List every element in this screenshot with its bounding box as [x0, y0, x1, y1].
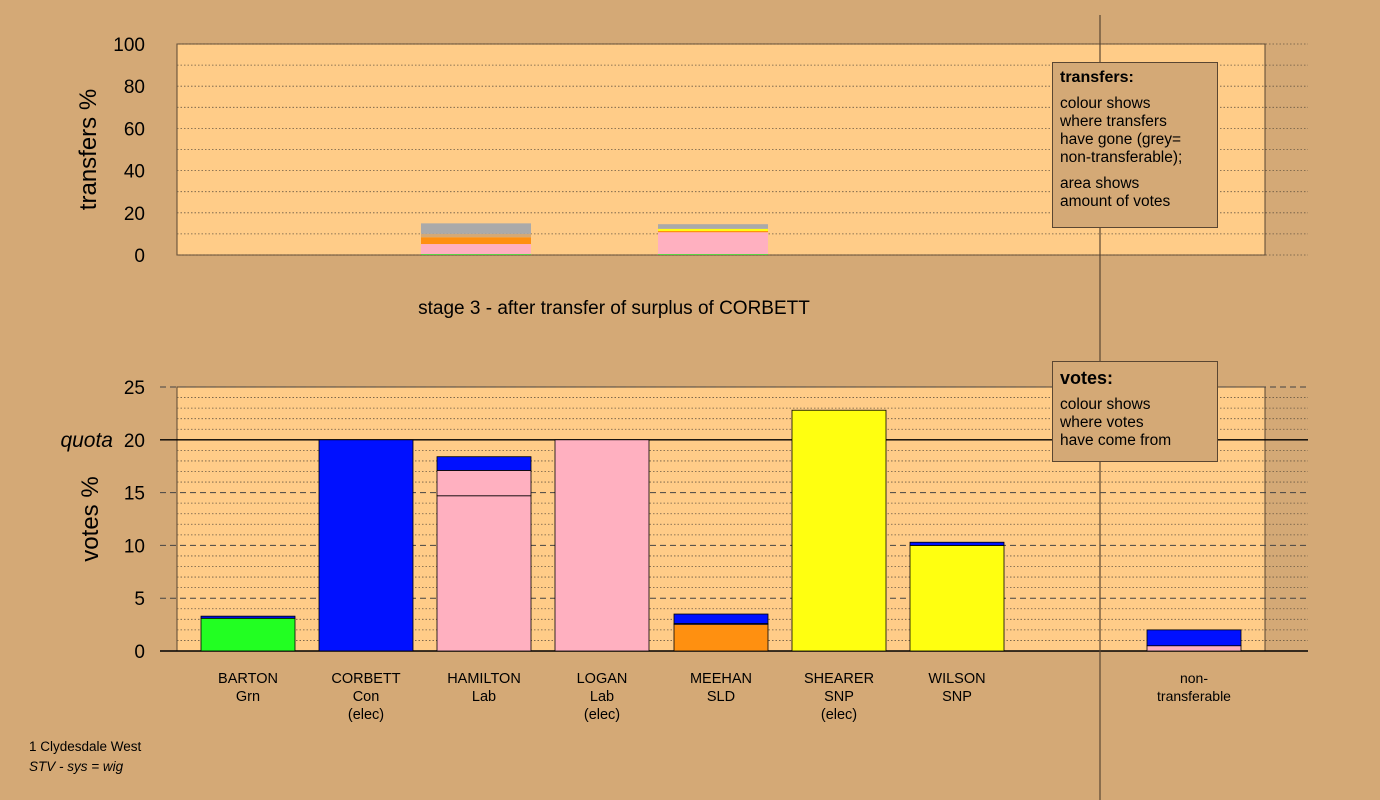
votes-legend: votes: colour shows where votes have com… — [1052, 361, 1218, 462]
votes-bar-segment — [909, 541, 1005, 546]
votes-bar-segment — [673, 613, 769, 624]
votes-bar-segment — [791, 409, 887, 652]
transfers-bar-segment — [658, 254, 768, 255]
votes-bar-segment — [318, 439, 414, 652]
candidate-name-label: SHEARER — [804, 671, 874, 687]
transfers-tick-label: 60 — [124, 119, 145, 140]
votes-tick-label: 10 — [124, 536, 145, 557]
candidate-name-label: CORBETT — [331, 671, 400, 687]
candidate-status-label: (elec) — [348, 707, 384, 723]
transfers-bar-segment — [658, 228, 768, 231]
transfers-axis-label: transfers % — [75, 89, 102, 210]
candidate-name-label: WILSON — [928, 671, 985, 687]
candidate-name-label: non- — [1180, 670, 1208, 686]
quota-label: quota — [60, 429, 113, 452]
transfers-bar-segment — [421, 223, 531, 234]
transfers-tick-label: 80 — [124, 77, 145, 98]
stage-title: stage 3 - after transfer of surplus of C… — [418, 298, 810, 319]
votes-tick-label: 5 — [134, 589, 145, 610]
candidate-party-label: transferable — [1157, 688, 1231, 704]
candidate-name-label: LOGAN — [577, 671, 628, 687]
transfers-legend-text-2: area shows amount of votes — [1060, 175, 1171, 210]
transfers-tick-label: 40 — [124, 162, 145, 183]
transfers-tick-label: 0 — [134, 246, 145, 267]
votes-bar-segment — [554, 439, 650, 652]
votes-bar-segment — [200, 615, 296, 619]
constituency-label: 1 Clydesdale West — [29, 739, 142, 754]
transfers-bar-segment — [658, 230, 768, 233]
candidate-name-label: BARTON — [218, 671, 278, 687]
candidate-party-label: SNP — [942, 689, 972, 705]
transfers-legend: transfers: colour shows where transfers … — [1052, 62, 1218, 228]
votes-bar-segment — [1146, 629, 1242, 647]
votes-tick-label: 20 — [124, 431, 145, 452]
transfers-bar-segment — [421, 233, 531, 238]
transfers-bar-segment — [658, 232, 768, 255]
votes-tick-label: 0 — [134, 642, 145, 663]
transfers-bar-segment — [421, 254, 531, 255]
candidate-party-label: Grn — [236, 689, 260, 705]
transfers-bar-segment — [658, 224, 768, 229]
votes-legend-title: votes: — [1060, 368, 1114, 388]
candidate-party-label: Con — [353, 689, 380, 705]
votes-bar-segment — [436, 495, 532, 652]
transfers-bar-segment — [421, 244, 531, 255]
votes-bar-segment — [200, 617, 296, 652]
votes-legend-text: colour shows where votes have come from — [1060, 396, 1172, 449]
votes-tick-label: 25 — [124, 378, 145, 399]
candidate-status-label: (elec) — [584, 707, 620, 723]
transfers-legend-title: transfers: — [1060, 69, 1134, 86]
candidate-name-label: MEEHAN — [690, 671, 752, 687]
votes-bar-segment — [673, 624, 769, 652]
candidate-name-label: HAMILTON — [447, 671, 521, 687]
votes-axis-label: votes % — [77, 476, 104, 561]
votes-bar-segment — [1146, 645, 1242, 652]
votes-bar-segment — [436, 470, 532, 497]
transfers-tick-label: 100 — [113, 35, 145, 56]
candidate-party-label: SNP — [824, 689, 854, 705]
system-label: STV - sys = wig — [29, 759, 124, 774]
candidate-status-label: (elec) — [821, 707, 857, 723]
transfers-tick-label: 20 — [124, 204, 145, 225]
votes-bar-segment — [436, 456, 532, 471]
transfers-legend-text-1: colour shows where transfers have gone (… — [1060, 95, 1183, 166]
candidate-party-label: SLD — [707, 689, 735, 705]
transfers-bar-segment — [421, 237, 531, 245]
votes-tick-label: 15 — [124, 484, 145, 505]
candidate-party-label: Lab — [472, 689, 496, 705]
votes-bar-segment — [909, 545, 1005, 652]
candidate-party-label: Lab — [590, 689, 614, 705]
